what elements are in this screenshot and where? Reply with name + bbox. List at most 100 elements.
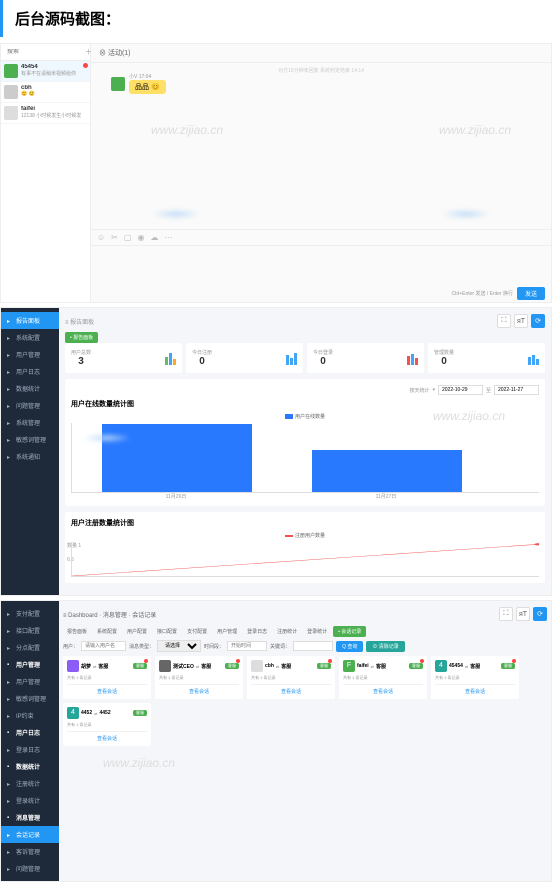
sidebar-item[interactable]: ▸系统通知 (1, 448, 59, 465)
stat-label: 用户总数 (71, 349, 91, 356)
breadcrumb: ≡ 报告面板 (65, 317, 94, 326)
contact-item[interactable]: 45454 有事不在请稍米视频给你 (1, 61, 90, 82)
x-label: 11月26日 (101, 493, 251, 500)
sidebar-item[interactable]: ▪数据统计 (1, 758, 59, 775)
view-conv-button[interactable]: 查看会话 (67, 731, 147, 742)
sidebar-item[interactable]: ▸客诉管理 (1, 843, 59, 860)
tab-item[interactable]: 登录日志 (243, 626, 271, 637)
sidebar-item[interactable]: ▸IP约束 (1, 707, 59, 724)
search-input[interactable] (7, 49, 85, 55)
chart-card-online: 按天统计 ▾ 至 用户在线数量统计图 用户在线数量 11月26日11月27日 w… (65, 379, 545, 506)
sidebar-item[interactable]: ▸注册统计 (1, 775, 59, 792)
conv-name: 测试CEO (173, 663, 194, 670)
chat-footer: Ctrl+Enter 发送 / Enter 换行 发送 (91, 285, 551, 302)
sidebar-item[interactable]: ▸数据统计 (1, 380, 59, 397)
nav-icon: ▪ (7, 730, 13, 736)
unread-badge (83, 63, 88, 68)
line-chart (71, 542, 539, 577)
sidebar-item[interactable]: ▸系统管理 (1, 414, 59, 431)
stat-value: 0 (192, 356, 212, 367)
stat-value: 3 (71, 356, 91, 367)
sidebar-item[interactable]: ▸用户日志 (1, 363, 59, 380)
search-button[interactable]: Q 查询 (336, 641, 363, 652)
nav-icon: ▸ (7, 369, 13, 375)
chat-input[interactable] (91, 245, 551, 285)
nav-icon: ▸ (7, 798, 13, 804)
filter-label: 按天统计 (409, 387, 429, 394)
toolbar-icon[interactable]: ✂ (111, 233, 118, 242)
dashboard-sidebar: ▸报告面板▸系统配置▸用户管理▸用户日志▸数据统计▸问题管理▸系统管理▸敏感词管… (1, 308, 59, 595)
sidebar-item[interactable]: ▸问题管理 (1, 397, 59, 414)
tab-item[interactable]: 用户配置 (123, 626, 151, 637)
sidebar-item[interactable]: ▸登录统计 (1, 792, 59, 809)
view-conv-button[interactable]: 查看会话 (67, 684, 147, 695)
font-icon[interactable]: яT (516, 607, 530, 621)
sidebar-item[interactable]: ▸分点配置 (1, 639, 59, 656)
keyword-filter-input[interactable] (293, 641, 333, 651)
user-filter-input[interactable] (81, 641, 126, 651)
sidebar-item[interactable]: ▸用户管理 (1, 673, 59, 690)
font-icon[interactable]: яT (514, 314, 528, 328)
toolbar-icon[interactable]: ⋯ (164, 233, 172, 242)
unread-dot (512, 659, 516, 663)
sidebar-item[interactable]: ▸报告面板 (1, 312, 59, 329)
nav-icon: ▪ (7, 815, 13, 821)
contact-avatar (4, 106, 18, 120)
refresh-icon[interactable]: ⟳ (533, 607, 547, 621)
conv-sidebar: ▸支付配置▸接口配置▸分点配置▪用户管理▸用户管理▸敏感词管理▸IP约束▪用户日… (1, 601, 59, 881)
sidebar-item[interactable]: ▸接口配置 (1, 622, 59, 639)
tab-item[interactable]: 系统配置 (93, 626, 121, 637)
tab-active[interactable]: • 会话记录 (333, 626, 366, 637)
send-button[interactable]: 发送 (517, 287, 545, 300)
tab-item[interactable]: 注册统计 (273, 626, 301, 637)
x-label: 11月27日 (311, 493, 461, 500)
toolbar-icon[interactable]: ☺ (97, 233, 105, 242)
contact-item[interactable]: faifei 12138 小时候发生小时候发 (1, 103, 90, 124)
date-to-input[interactable] (494, 385, 539, 395)
sidebar-item[interactable]: ▪用户日志 (1, 724, 59, 741)
date-from-input[interactable] (438, 385, 483, 395)
tab-item[interactable]: 接口配置 (153, 626, 181, 637)
tag-current[interactable]: • 报告面板 (65, 332, 98, 343)
sidebar-item[interactable]: ▸会话记录 (1, 826, 59, 843)
conv-avatar: F (343, 660, 355, 672)
filter-dropdown-icon[interactable]: ▾ (432, 387, 435, 393)
conv-meta: 共有 1 条记录 (159, 675, 239, 681)
toolbar-icon[interactable]: ▢ (124, 233, 132, 242)
tab-item[interactable]: 用户管理 (213, 626, 241, 637)
sidebar-item[interactable]: ▸登录日志 (1, 741, 59, 758)
clear-button[interactable]: ⊘ 清除记录 (366, 641, 404, 652)
sidebar-item[interactable]: ▸敏感词管理 (1, 690, 59, 707)
toolbar-icon[interactable]: ☁ (150, 233, 158, 242)
view-conv-button[interactable]: 查看会话 (343, 684, 423, 695)
conv-name: 胡萝 (81, 663, 91, 670)
refresh-icon[interactable]: ⟳ (531, 314, 545, 328)
sidebar-item[interactable]: ▸系统配置 (1, 329, 59, 346)
contact-item[interactable]: cbh 😊 😊 (1, 82, 90, 103)
view-conv-button[interactable]: 查看会话 (159, 684, 239, 695)
time-filter-input[interactable] (227, 641, 267, 651)
sidebar-item[interactable]: ▪消息管理 (1, 809, 59, 826)
tab-item[interactable]: 支付配置 (183, 626, 211, 637)
watermark: www.zijiao.cn (151, 123, 223, 137)
chart-title: 用户在线数量统计图 (71, 399, 539, 409)
sidebar-item[interactable]: ▸敏感词管理 (1, 431, 59, 448)
view-conv-button[interactable]: 查看会话 (251, 684, 331, 695)
tab-item[interactable]: 登录统计 (303, 626, 331, 637)
chart-filter: 按天统计 ▾ 至 (71, 385, 539, 395)
sidebar-item[interactable]: ▪用户管理 (1, 656, 59, 673)
view-conv-button[interactable]: 查看会话 (435, 684, 515, 695)
expand-icon[interactable]: ⛶ (497, 314, 511, 328)
conv-card: 445454 ⇄ 客服 客服 共有 1 条记录 查看会话 (431, 656, 519, 699)
conv-meta: 共有 1 条记录 (67, 722, 147, 728)
expand-icon[interactable]: ⛶ (499, 607, 513, 621)
nav-icon: ▸ (7, 386, 13, 392)
sidebar-item[interactable]: ▸用户管理 (1, 346, 59, 363)
chat-clear-icon[interactable]: ⊗ (99, 50, 106, 57)
sidebar-item[interactable]: ▸支付配置 (1, 605, 59, 622)
message-avatar (111, 77, 125, 91)
tab-item[interactable]: 报告面板 (63, 626, 91, 637)
nav-icon: ▸ (7, 318, 13, 324)
type-filter-select[interactable]: 请选择 (157, 640, 201, 652)
toolbar-icon[interactable]: ◉ (137, 233, 144, 242)
